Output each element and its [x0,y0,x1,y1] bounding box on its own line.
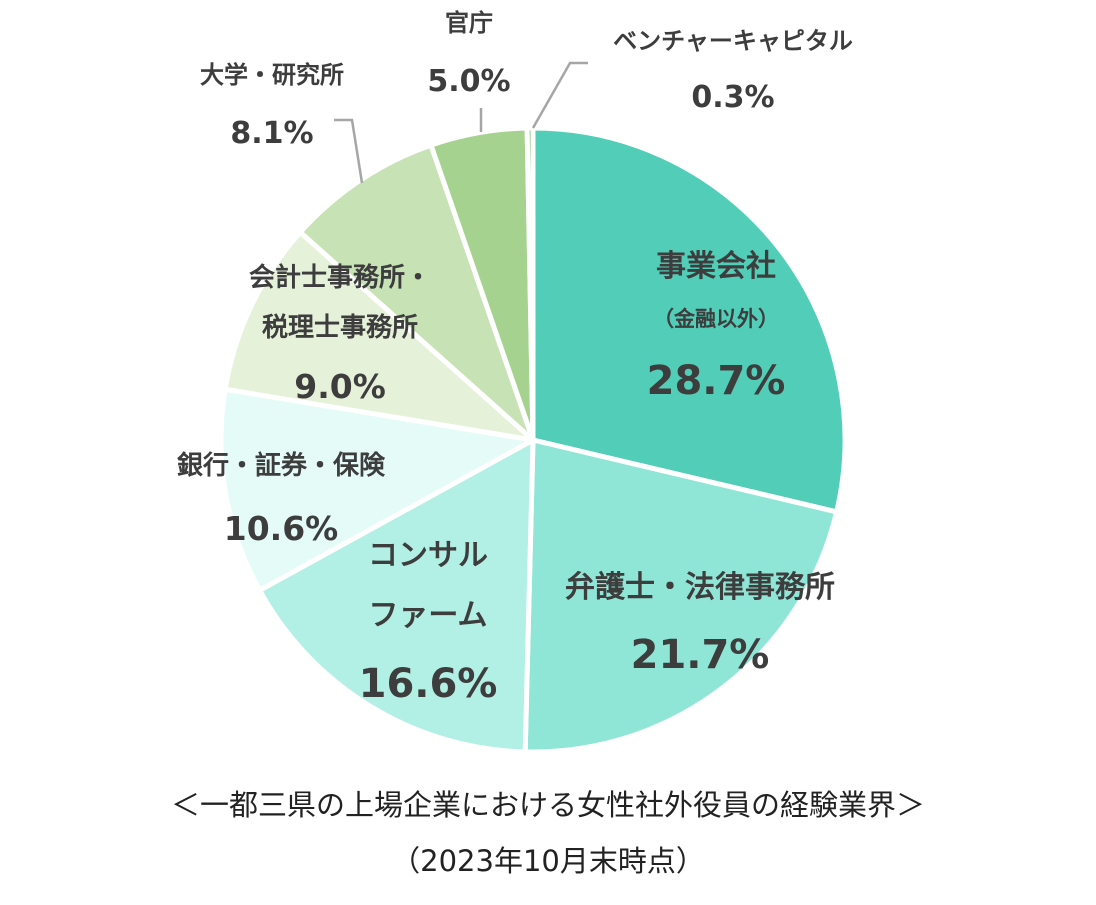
slice-label-jigyo-kaisha: 事業会社 [656,249,776,284]
slice-label-bengoshi: 弁護士・法律事務所 [565,570,835,605]
slice-value-kaikeishi: 9.0% [294,367,386,406]
pie-slice-daigaku [297,142,536,443]
slice-value-jigyo-kaisha: 28.7% [647,358,786,404]
pie-slice-consul [257,437,536,755]
slice-value-vc: 0.3% [691,80,774,115]
pie-slice-bengoshi [522,437,840,755]
chart-caption-date: （2023年10月末時点） [391,844,705,878]
pie-slice-kaikeishi [222,229,536,443]
slice-note-jigyo-kaisha: （金融以外） [653,307,779,331]
slice-value-bengoshi: 21.7% [631,632,770,678]
slice-label-consul-line2: ファーム [368,598,487,633]
slice-label-consul-line1: コンサル [368,538,488,573]
leader-line-daigaku [334,118,364,184]
slice-label-ginko: 銀行・証券・保険 [177,450,386,481]
leader-line-vc [531,61,588,129]
slice-value-kancho: 5.0% [427,64,510,99]
chart-caption: ＜一都三県の上場企業における女性社外役員の経験業界＞ [170,788,925,822]
slice-label-vc: ベンチャーキャピタル [613,27,853,55]
pie-slice-jigyo-kaisha [530,125,848,515]
slice-label-kancho: 官庁 [445,9,493,37]
slice-value-daigaku: 8.1% [230,116,313,151]
pie-slices [218,125,848,755]
slice-value-consul: 16.6% [359,661,498,707]
slice-label-daigaku: 大学・研究所 [200,61,344,89]
pie-chart: 事業会社 （金融以外） 28.7% 弁護士・法律事務所 21.7% コンサル フ… [176,9,853,755]
leader-lines [334,61,588,184]
slice-label-kaikeishi-line1: 会計士事務所・ [249,262,431,293]
slice-label-kaikeishi-line2: 税理士事務所 [262,313,418,343]
pie-slice-vc [524,125,536,443]
pie-slice-ginko [218,386,536,593]
slice-value-ginko: 10.6% [224,509,339,548]
